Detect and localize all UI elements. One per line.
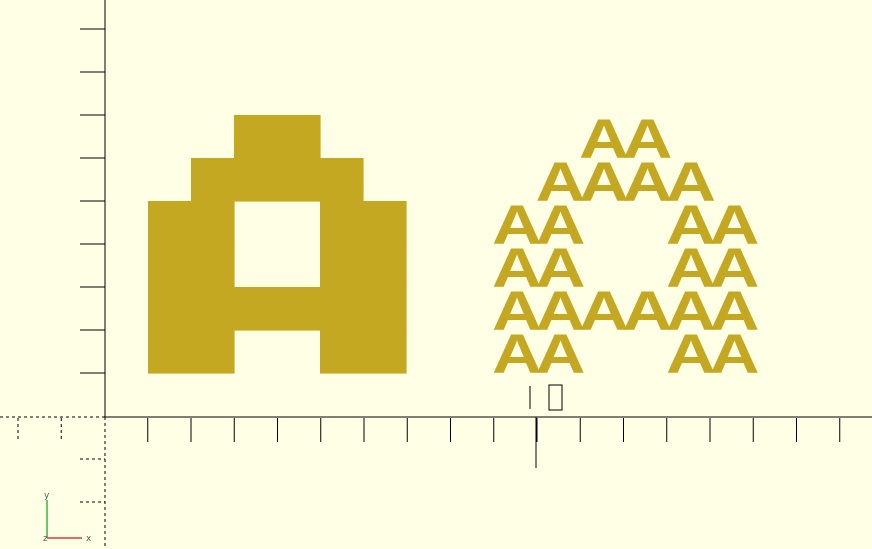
letter-tile: A bbox=[579, 150, 629, 213]
letter-tile: A bbox=[623, 279, 673, 342]
pixel-block bbox=[191, 244, 235, 288]
pixel-block bbox=[363, 201, 407, 245]
pixel-block bbox=[191, 287, 235, 331]
letter-tile: A bbox=[710, 279, 760, 342]
pixel-block bbox=[320, 201, 364, 245]
letter-tile: A bbox=[492, 193, 542, 256]
letter-tile: A bbox=[710, 193, 760, 256]
letter-tile: A bbox=[492, 236, 542, 299]
y-axis-ticks bbox=[80, 28, 105, 503]
pixel-block bbox=[363, 244, 407, 288]
x-axis-ticks bbox=[17, 418, 841, 442]
pixel-block bbox=[234, 115, 278, 159]
letter-tile: A bbox=[536, 322, 586, 385]
pixel-block bbox=[234, 287, 278, 331]
letter-tile: A bbox=[492, 279, 542, 342]
pixel-block bbox=[148, 330, 192, 374]
pixel-letter-model[interactable] bbox=[148, 115, 407, 374]
pixel-block bbox=[191, 158, 235, 202]
cursor-marker bbox=[529, 384, 563, 468]
cursor-box bbox=[548, 384, 563, 411]
letter-tile: A bbox=[536, 150, 586, 213]
pixel-block bbox=[277, 158, 321, 202]
letter-tile: A bbox=[536, 193, 586, 256]
pixel-block bbox=[277, 287, 321, 331]
pixel-block bbox=[320, 287, 364, 331]
pixel-block bbox=[191, 330, 235, 374]
letter-tile: A bbox=[666, 236, 716, 299]
letter-tile: A bbox=[666, 193, 716, 256]
letter-tile: A bbox=[623, 107, 673, 170]
pixel-block bbox=[363, 330, 407, 374]
pixel-block bbox=[148, 201, 192, 245]
pixel-block bbox=[363, 287, 407, 331]
pixel-block bbox=[320, 330, 364, 374]
letter-tile: A bbox=[666, 279, 716, 342]
axes-gizmo: x y z bbox=[43, 491, 92, 544]
pixel-block bbox=[277, 115, 321, 159]
letter-tile: A bbox=[492, 322, 542, 385]
letter-tile: A bbox=[623, 150, 673, 213]
pixel-block bbox=[234, 158, 278, 202]
pixel-block bbox=[320, 158, 364, 202]
letter-tile: A bbox=[536, 236, 586, 299]
letter-tile: A bbox=[666, 322, 716, 385]
letter-tile: A bbox=[579, 279, 629, 342]
letter-tile: A bbox=[710, 236, 760, 299]
letter-tile: A bbox=[536, 279, 586, 342]
letter-tile: A bbox=[666, 150, 716, 213]
pixel-block bbox=[148, 287, 192, 331]
pixel-block bbox=[148, 244, 192, 288]
letter-tile: A bbox=[710, 322, 760, 385]
gizmo-y-label: y bbox=[44, 491, 50, 501]
letter-tile: A bbox=[579, 107, 629, 170]
pixel-block bbox=[320, 244, 364, 288]
pixel-block bbox=[191, 201, 235, 245]
gizmo-x-label: x bbox=[86, 534, 92, 544]
gizmo-z-label: z bbox=[43, 534, 48, 544]
